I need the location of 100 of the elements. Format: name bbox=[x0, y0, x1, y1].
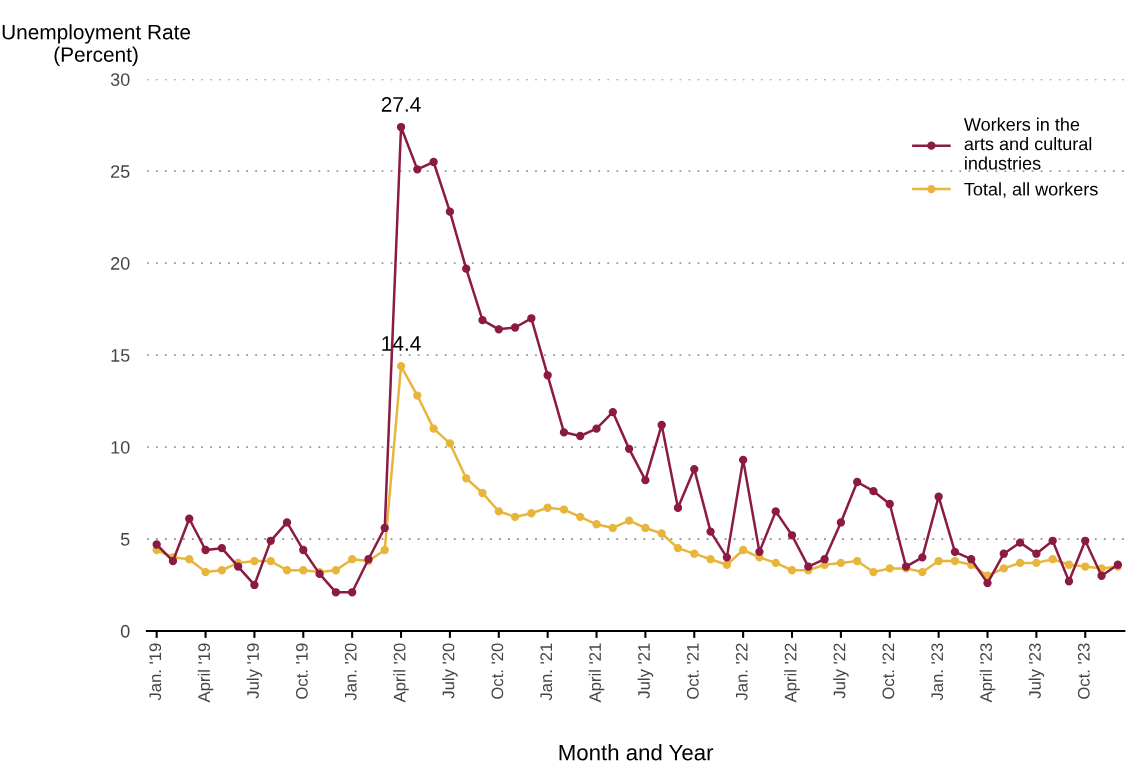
point bbox=[462, 474, 471, 483]
point bbox=[608, 523, 617, 533]
x-tick-label: Oct. '19 bbox=[295, 643, 308, 699]
point bbox=[934, 492, 943, 501]
point bbox=[185, 514, 194, 523]
point bbox=[983, 578, 992, 588]
point bbox=[836, 518, 846, 527]
point bbox=[217, 566, 227, 575]
y-tick-label: 30 bbox=[110, 73, 130, 86]
point bbox=[396, 361, 406, 371]
point bbox=[804, 562, 813, 571]
y-tick-label: 25 bbox=[111, 165, 130, 178]
point bbox=[1064, 577, 1074, 586]
point bbox=[494, 507, 503, 516]
point bbox=[738, 455, 748, 465]
x-tick-label: July '23 bbox=[1028, 643, 1045, 699]
point bbox=[445, 207, 455, 216]
point bbox=[543, 503, 552, 512]
point bbox=[576, 431, 585, 441]
point bbox=[950, 547, 960, 557]
point bbox=[380, 523, 389, 533]
point bbox=[918, 553, 927, 562]
point bbox=[885, 564, 894, 573]
point bbox=[201, 545, 210, 555]
point bbox=[869, 567, 878, 577]
point bbox=[478, 315, 487, 325]
x-tick-label: April '19 bbox=[197, 643, 214, 703]
point bbox=[592, 424, 601, 433]
point bbox=[396, 122, 406, 132]
x-tick-label: Oct. '22 bbox=[882, 643, 895, 699]
point bbox=[299, 566, 308, 575]
point bbox=[527, 314, 536, 323]
point bbox=[1081, 562, 1090, 571]
point bbox=[1081, 536, 1090, 545]
point bbox=[787, 531, 797, 540]
point bbox=[853, 556, 862, 566]
annotation: 27.4 bbox=[381, 97, 421, 112]
y-tick-label: 10 bbox=[111, 440, 130, 454]
point bbox=[657, 420, 666, 430]
point bbox=[1015, 538, 1025, 547]
point bbox=[869, 487, 878, 496]
point bbox=[999, 549, 1008, 558]
point bbox=[429, 157, 438, 167]
point bbox=[673, 544, 683, 553]
point bbox=[624, 444, 634, 454]
point bbox=[347, 555, 357, 564]
x-tick-label: Jan. '19 bbox=[149, 643, 162, 701]
x-tick-label: July '22 bbox=[833, 643, 849, 699]
point bbox=[185, 555, 194, 564]
x-axis-title: Month and Year bbox=[559, 744, 714, 761]
point bbox=[1015, 558, 1025, 568]
point bbox=[690, 464, 699, 474]
y-tick-label: 0 bbox=[120, 624, 130, 638]
point bbox=[282, 518, 292, 527]
point bbox=[250, 556, 259, 566]
point bbox=[967, 555, 976, 564]
point bbox=[494, 325, 503, 334]
y-tick-label: 5 bbox=[120, 533, 130, 546]
point bbox=[706, 527, 715, 536]
x-tick-label: July '20 bbox=[442, 643, 458, 699]
point bbox=[266, 536, 275, 545]
point bbox=[413, 391, 422, 400]
point bbox=[820, 555, 829, 564]
point bbox=[641, 523, 650, 533]
point bbox=[331, 566, 341, 575]
point bbox=[1097, 571, 1106, 580]
point bbox=[331, 588, 341, 597]
point bbox=[934, 556, 943, 566]
point bbox=[755, 547, 764, 557]
x-tick-label: Oct. '23 bbox=[1077, 643, 1090, 699]
point bbox=[462, 264, 471, 273]
point bbox=[592, 520, 601, 529]
point bbox=[510, 512, 520, 522]
legend-label: Workers in the arts and cultural industries bbox=[963, 117, 1092, 170]
point bbox=[1032, 558, 1041, 568]
x-tick-label: April '20 bbox=[393, 643, 409, 703]
point bbox=[347, 588, 357, 597]
x-tick-label: July '19 bbox=[246, 643, 263, 699]
point bbox=[1064, 560, 1074, 569]
point bbox=[478, 488, 487, 498]
y-axis-title: Unemployment Rate (Percent) bbox=[2, 24, 191, 67]
point bbox=[527, 509, 536, 518]
point bbox=[690, 549, 699, 558]
point bbox=[624, 516, 634, 525]
point bbox=[608, 407, 617, 417]
x-tick-label: July '21 bbox=[637, 643, 654, 699]
point bbox=[233, 562, 243, 571]
point bbox=[999, 564, 1008, 573]
point bbox=[1032, 549, 1041, 558]
point bbox=[168, 556, 178, 566]
point bbox=[787, 566, 797, 575]
x-tick-label: Oct. '21 bbox=[686, 643, 699, 699]
point bbox=[657, 529, 666, 538]
point bbox=[1048, 536, 1057, 545]
point bbox=[706, 555, 715, 564]
point bbox=[559, 428, 569, 437]
point bbox=[853, 477, 862, 487]
point bbox=[445, 439, 455, 448]
point bbox=[299, 545, 308, 555]
y-tick-label: 20 bbox=[111, 257, 130, 270]
